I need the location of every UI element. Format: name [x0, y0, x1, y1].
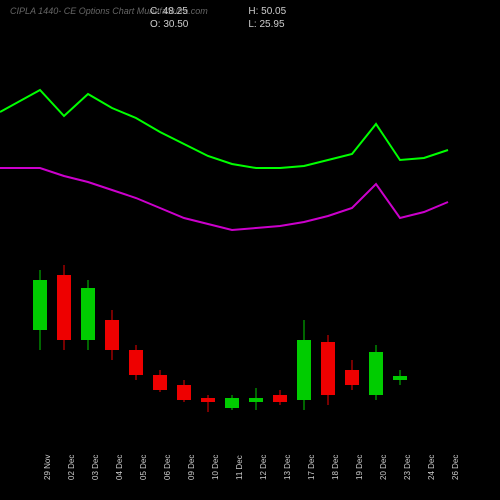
price-chart	[0, 40, 460, 440]
x-axis-label: 06 Dec	[163, 455, 172, 480]
candle-body	[105, 320, 119, 350]
candle-body	[321, 342, 335, 395]
x-axis-label: 12 Dec	[259, 455, 268, 480]
candle-body	[201, 398, 215, 402]
candle-body	[273, 395, 287, 402]
x-axis-label: 05 Dec	[139, 455, 148, 480]
ohlc-stats: C: 48.25 O: 30.50 H: 50.05 L: 25.95	[150, 6, 286, 32]
x-axis-label: 10 Dec	[211, 455, 220, 480]
x-axis-label: 23 Dec	[403, 455, 412, 480]
candle-body	[297, 340, 311, 400]
x-axis-label: 02 Dec	[67, 455, 76, 480]
stat-low: L: 25.95	[248, 19, 286, 30]
x-axis-label: 20 Dec	[379, 455, 388, 480]
candle-body	[129, 350, 143, 375]
candle-body	[225, 398, 239, 408]
x-axis-label: 26 Dec	[451, 455, 460, 480]
x-axis-label: 29 Nov	[43, 455, 52, 480]
candle-body	[249, 398, 263, 402]
x-axis-label: 03 Dec	[91, 455, 100, 480]
candle-body	[33, 280, 47, 330]
candle-body	[57, 275, 71, 340]
x-axis-label: 19 Dec	[355, 455, 364, 480]
candle-body	[153, 375, 167, 390]
stat-close: C: 48.25	[150, 6, 188, 17]
stat-high: H: 50.05	[248, 6, 286, 17]
candle-body	[393, 376, 407, 380]
stat-open: O: 30.50	[150, 19, 188, 30]
x-axis-label: 13 Dec	[283, 455, 292, 480]
indicator-line-1	[0, 90, 448, 168]
candle-body	[345, 370, 359, 385]
candle-body	[369, 352, 383, 395]
candle-body	[81, 288, 95, 340]
x-axis-label: 24 Dec	[427, 455, 436, 480]
x-axis-label: 11 Dec	[235, 455, 244, 480]
x-axis-label: 17 Dec	[307, 455, 316, 480]
x-axis-label: 18 Dec	[331, 455, 340, 480]
indicator-line-2	[0, 168, 448, 230]
x-axis-label: 09 Dec	[187, 455, 196, 480]
x-axis: 29 Nov 02 Dec 03 Dec 04 Dec 05 Dec 06 Dec 09 D…	[0, 440, 460, 500]
x-axis-label: 04 Dec	[115, 455, 124, 480]
candle-body	[177, 385, 191, 400]
